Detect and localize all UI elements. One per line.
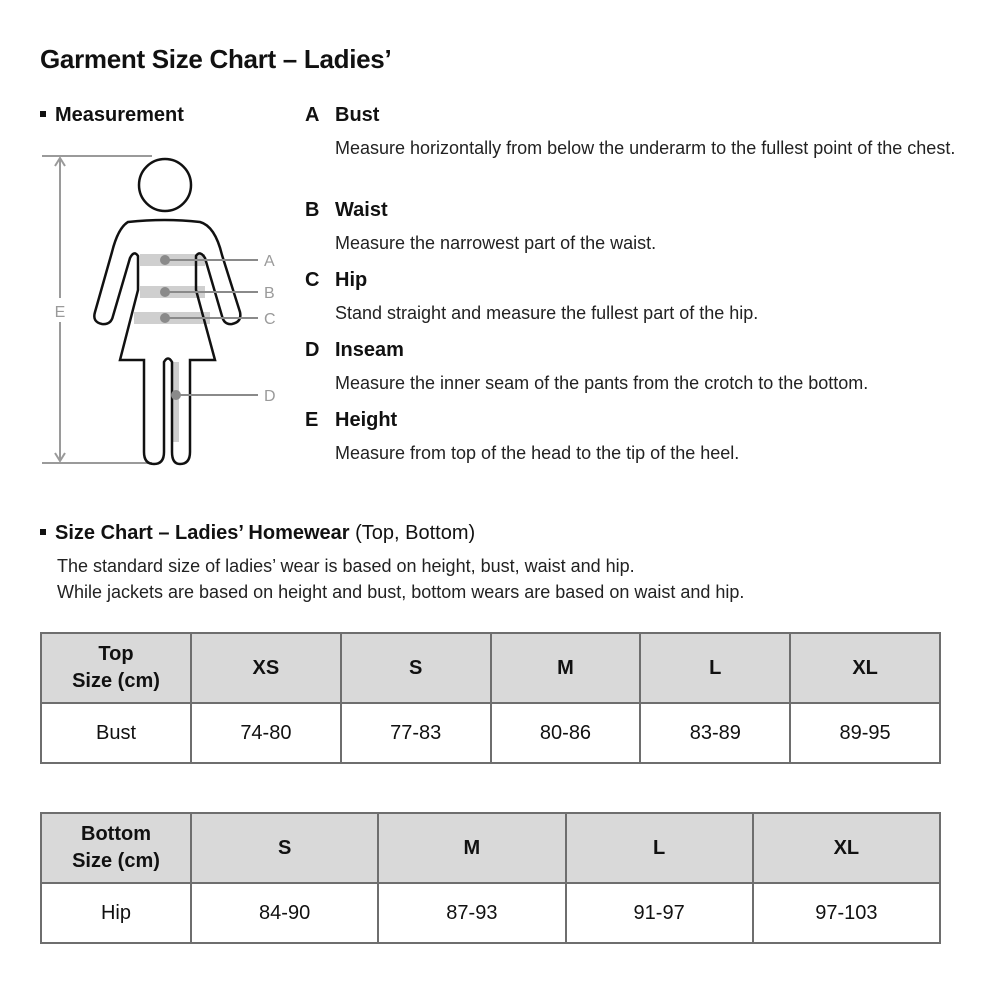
definition-desc: Measure the narrowest part of the waist.: [335, 233, 657, 253]
definition-letter: E: [305, 409, 319, 431]
measurement-label: Measurement: [55, 104, 184, 126]
value-cell: 87-93: [377, 882, 567, 944]
size-header: M: [489, 632, 642, 704]
value-cell: 91-97: [564, 882, 754, 944]
definition-name: Height: [335, 409, 398, 431]
definition-name: Hip: [335, 269, 368, 291]
label-b: B: [264, 285, 275, 302]
definition-desc: Measure from top of the head to the tip …: [335, 443, 740, 463]
table-header-row: Top Size (cm) XS S M L XL: [40, 632, 941, 704]
definition-letter: D: [305, 339, 320, 361]
size-chart-label-suffix: (Top, Bottom): [349, 522, 476, 544]
label-c: C: [264, 311, 276, 328]
bullet-icon: [40, 110, 46, 117]
value-cell: 89-95: [789, 702, 941, 764]
header-cell: Top Size (cm): [40, 632, 192, 704]
definition-name: Bust: [335, 104, 380, 126]
value-cell: 80-86: [489, 702, 642, 764]
definition-name: Waist: [335, 199, 388, 221]
row-label: Bust: [40, 702, 192, 764]
value-cell: 83-89: [639, 702, 792, 764]
size-header: XL: [751, 812, 942, 884]
measurement-heading: Measurement: [40, 104, 184, 127]
definition-name: Inseam: [335, 339, 404, 361]
bullet-icon: [40, 528, 46, 535]
size-chart-label: Size Chart – Ladies’ Homewear: [55, 522, 350, 544]
label-a: A: [264, 253, 275, 270]
definition-letter: B: [305, 199, 320, 221]
table-header-row: Bottom Size (cm) S M L XL: [40, 812, 942, 884]
definition-letter: C: [305, 269, 320, 291]
definition-letter: A: [305, 104, 320, 126]
value-cell: 74-80: [190, 702, 342, 764]
table-row: Bust 74-80 77-83 80-86 83-89 89-95: [40, 702, 941, 764]
size-chart-heading: Size Chart – Ladies’ Homewear (Top, Bott…: [40, 522, 475, 545]
size-header: L: [564, 812, 754, 884]
size-header: S: [339, 632, 492, 704]
size-header: S: [189, 812, 380, 884]
definition-desc: Stand straight and measure the fullest p…: [335, 303, 759, 323]
row-label: Hip: [40, 882, 192, 944]
size-header: XL: [789, 632, 941, 704]
intro-line: While jackets are based on height and bu…: [57, 582, 745, 602]
bottom-size-table: Bottom Size (cm) S M L XL Hip 84-90 87-93…: [40, 812, 942, 944]
definition-desc: Measure the inner seam of the pants from…: [335, 373, 869, 393]
definition-desc: Measure horizontally from below the unde…: [335, 138, 956, 158]
intro-line: The standard size of ladies’ wear is bas…: [57, 556, 635, 576]
value-cell: 97-103: [751, 882, 942, 944]
size-header: L: [639, 632, 792, 704]
value-cell: 77-83: [339, 702, 492, 764]
value-cell: 84-90: [189, 882, 380, 944]
top-size-table: Top Size (cm) XS S M L XL Bust 74-80 77-8…: [40, 632, 941, 764]
table-row: Hip 84-90 87-93 91-97 97-103: [40, 882, 942, 944]
label-d: D: [264, 388, 276, 405]
body-measurement-figure: E A B C D: [42, 155, 276, 466]
header-cell: Bottom Size (cm): [40, 812, 192, 884]
size-header: XS: [190, 632, 342, 704]
page-title: Garment Size Chart – Ladies’: [40, 44, 392, 74]
size-header: M: [377, 812, 567, 884]
label-e: E: [55, 304, 66, 321]
